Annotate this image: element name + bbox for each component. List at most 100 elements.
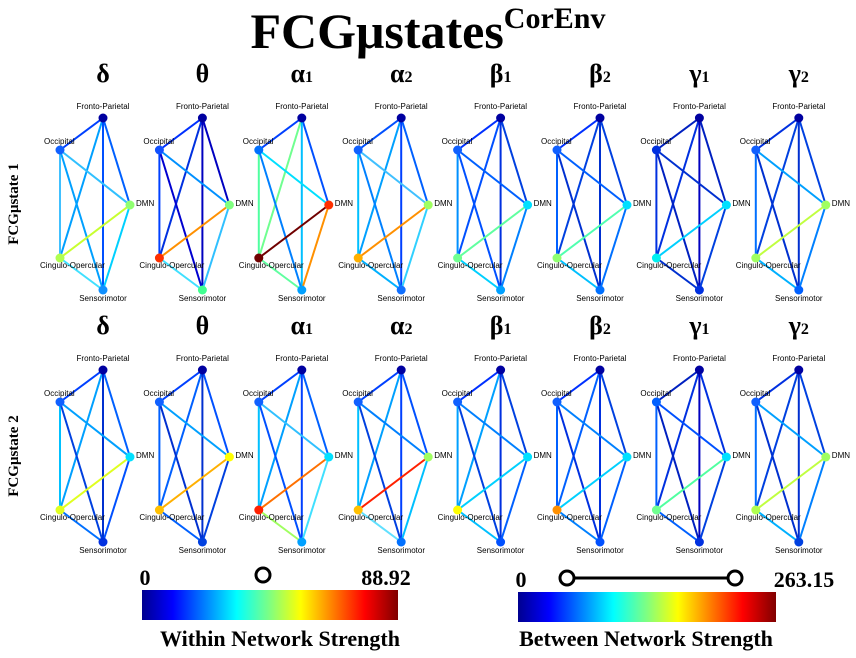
band-subscript: 2 [603, 69, 611, 86]
node-label: Sensorimotor [775, 294, 823, 303]
node-label: Cingulo-Opercular [537, 513, 602, 522]
edge [257, 117, 303, 259]
band-subscript: 2 [801, 321, 809, 338]
edge [357, 117, 402, 151]
node-label: Fronto-Parietal [176, 102, 229, 111]
edge [357, 509, 402, 543]
edge [300, 369, 330, 458]
node [324, 200, 334, 210]
node-label: Cingulo-Opercular [40, 261, 105, 270]
title-superscript: CorEnv [504, 2, 606, 35]
node [297, 285, 307, 295]
edge [456, 456, 529, 511]
node-label: Cingulo-Opercular [338, 513, 403, 522]
node [694, 113, 704, 123]
edge [456, 117, 502, 259]
edge [201, 369, 231, 458]
node-label: Occipital [541, 389, 572, 398]
edge [655, 369, 700, 403]
edge [556, 149, 628, 206]
node-label: Cingulo-Opercular [40, 513, 105, 522]
band-label: γ1 [688, 59, 709, 88]
band-label: α1 [291, 311, 314, 340]
node-label: Sensorimotor [377, 294, 425, 303]
edge [258, 401, 330, 458]
node-label: DMN [434, 199, 452, 208]
node [496, 113, 506, 123]
node-label: Fronto-Parietal [176, 354, 229, 363]
band-label: γ1 [688, 311, 709, 340]
band-symbol: γ [788, 59, 801, 88]
edge [457, 369, 502, 403]
node-label: Sensorimotor [477, 546, 525, 555]
node [55, 397, 65, 407]
node-label: Fronto-Parietal [474, 354, 527, 363]
node [154, 505, 164, 515]
node-label: DMN [534, 199, 552, 208]
edge [556, 369, 601, 511]
edge [456, 149, 502, 291]
node [595, 113, 605, 123]
node-label: DMN [235, 451, 253, 460]
band-label: β1 [490, 311, 512, 340]
edge [59, 149, 131, 206]
node-label: Sensorimotor [576, 546, 624, 555]
band-label: α2 [390, 59, 413, 88]
edge [499, 456, 529, 543]
edge [556, 117, 601, 151]
node-label: Occipital [442, 389, 473, 398]
band-label: θ [196, 59, 210, 88]
edge [456, 204, 529, 259]
node [595, 365, 605, 375]
band-symbol: β [589, 59, 603, 88]
edge [357, 401, 403, 543]
node-label: Occipital [243, 137, 274, 146]
band-subscript: 2 [603, 321, 611, 338]
edge [754, 117, 800, 259]
edge [258, 509, 303, 543]
edge [456, 401, 502, 543]
node-label: Occipital [143, 389, 174, 398]
band-label: β2 [589, 311, 611, 340]
node [55, 505, 65, 515]
node [453, 253, 463, 263]
edge [400, 456, 430, 543]
edge [698, 456, 728, 543]
edge [655, 149, 728, 206]
edge [457, 509, 502, 543]
edge [158, 401, 231, 458]
band-symbol: β [490, 311, 504, 340]
title: FCGμstatesCorEnv [251, 2, 606, 59]
edge [158, 456, 231, 511]
node-label: Cingulo-Opercular [438, 261, 503, 270]
node-label: Sensorimotor [79, 294, 127, 303]
edge [258, 257, 303, 291]
node [794, 285, 804, 295]
edge [59, 456, 131, 511]
node-label: DMN [633, 451, 651, 460]
band-subscript: 1 [503, 321, 511, 338]
edge [755, 149, 827, 206]
edge [158, 204, 231, 259]
edge [59, 369, 104, 403]
node-label: Occipital [740, 389, 771, 398]
edge [499, 117, 529, 206]
band-symbol: α [291, 59, 306, 88]
edge [258, 149, 330, 206]
node-label: Fronto-Parietal [275, 102, 328, 111]
node [622, 200, 632, 210]
edge [754, 369, 800, 511]
node [453, 397, 463, 407]
node-label: Cingulo-Opercular [239, 513, 304, 522]
node-label: Cingulo-Opercular [239, 261, 304, 270]
node [453, 145, 463, 155]
edge [755, 257, 800, 291]
node [694, 365, 704, 375]
edge [158, 369, 203, 403]
node [297, 365, 307, 375]
node [396, 113, 406, 123]
band-symbol: β [490, 59, 504, 88]
node-label: Occipital [541, 137, 572, 146]
node [453, 505, 463, 515]
